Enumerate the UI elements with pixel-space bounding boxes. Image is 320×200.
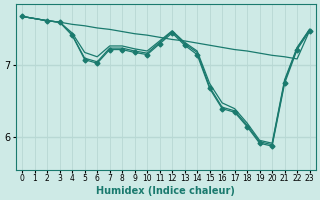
X-axis label: Humidex (Indice chaleur): Humidex (Indice chaleur): [96, 186, 235, 196]
